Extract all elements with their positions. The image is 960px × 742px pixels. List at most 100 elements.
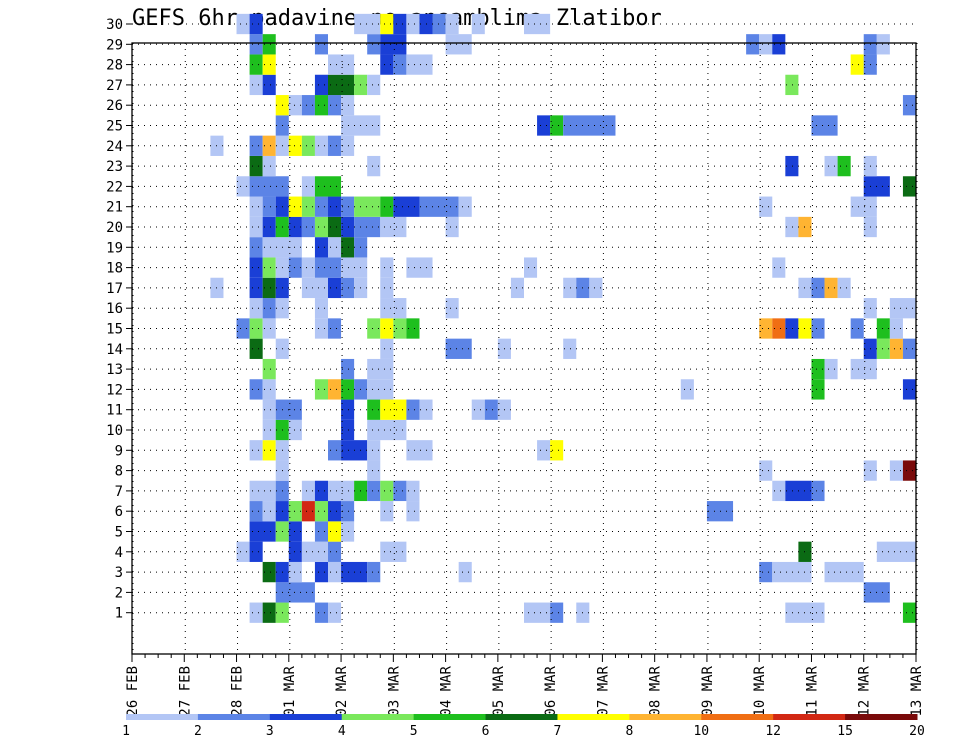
heatmap-cell xyxy=(367,419,407,441)
heatmap-cell xyxy=(432,13,446,35)
heatmap-cell xyxy=(354,216,381,238)
y-tick-label: 14 xyxy=(106,342,123,358)
heatmap-cell xyxy=(484,399,498,420)
heatmap-cell xyxy=(288,95,302,116)
heatmap-cell xyxy=(341,216,355,238)
heatmap-cell xyxy=(249,54,263,75)
heatmap-cell xyxy=(785,155,799,177)
heatmap-cell xyxy=(328,237,342,258)
x-tick-label: 09 MAR xyxy=(700,665,716,716)
heatmap-cell xyxy=(550,602,564,623)
heatmap-cell xyxy=(314,318,328,339)
heatmap-cell xyxy=(393,196,420,217)
colorbar-label: 6 xyxy=(482,724,490,739)
heatmap-cell xyxy=(301,480,315,502)
heatmap-cell xyxy=(262,54,276,75)
heatmap-cell xyxy=(550,115,564,136)
heatmap-cell xyxy=(876,318,890,339)
heatmap-cell xyxy=(341,358,355,380)
x-tick-label: 12 MAR xyxy=(857,665,873,716)
heatmap-cell xyxy=(824,561,864,583)
heatmap-cell xyxy=(537,440,551,461)
colorbar-swatch xyxy=(773,714,846,720)
colorbar-swatch xyxy=(269,714,343,720)
heatmap-cell xyxy=(811,358,825,380)
x-tick-label: 02 MAR xyxy=(334,665,350,716)
heatmap-cell xyxy=(876,34,890,55)
heatmap-cell xyxy=(262,135,276,156)
heatmap-cell xyxy=(262,501,276,522)
colorbar-label: 4 xyxy=(338,724,346,739)
y-tick-label: 19 xyxy=(106,240,123,256)
x-tick-label: 13 MAR xyxy=(909,665,925,716)
y-tick-label: 9 xyxy=(115,443,123,459)
heatmap-cell xyxy=(524,602,551,623)
colorbar-label: 10 xyxy=(693,724,709,739)
heatmap-cell xyxy=(249,440,263,461)
heatmap-cell xyxy=(328,379,342,400)
heatmap-cell xyxy=(328,480,355,502)
heatmap-cell xyxy=(249,298,263,319)
y-tick-label: 8 xyxy=(115,464,123,480)
heatmap-cell xyxy=(262,399,276,420)
heatmap-cell xyxy=(249,521,276,542)
heatmap-cell xyxy=(406,440,433,461)
heatmap-cell xyxy=(301,176,315,197)
heatmap-cell xyxy=(249,318,263,339)
heatmap-cell xyxy=(811,379,825,400)
heatmap-cell xyxy=(262,155,276,177)
x-tick-label: 26 FEB xyxy=(125,666,141,717)
heatmap-cell xyxy=(811,318,825,339)
heatmap-cell xyxy=(393,298,407,319)
colorbar-label: 15 xyxy=(837,724,853,739)
heatmap-cell xyxy=(314,237,328,258)
heatmap-cell xyxy=(262,277,276,299)
heatmap-cell xyxy=(341,95,355,116)
heatmap-cell xyxy=(380,257,394,278)
heatmap-cell xyxy=(380,501,394,522)
heatmap-cell xyxy=(393,318,407,339)
heatmap-cell xyxy=(706,501,734,522)
heatmap-cell xyxy=(288,501,302,522)
x-tick-label: 03 MAR xyxy=(386,665,402,716)
heatmap-cell xyxy=(380,541,407,562)
heatmap-cell xyxy=(249,257,263,278)
y-tick-label: 27 xyxy=(106,78,123,94)
heatmap-cell xyxy=(902,460,916,481)
colorbar-swatch xyxy=(197,714,271,720)
heatmap-cell xyxy=(314,521,328,542)
heatmap-cell xyxy=(902,602,916,623)
heatmap-cell xyxy=(262,196,276,217)
heatmap-cell xyxy=(288,216,302,238)
heatmap-cell xyxy=(889,298,916,319)
heatmap-cell xyxy=(367,74,381,96)
heatmap-cell xyxy=(262,318,276,339)
heatmap-cell xyxy=(850,196,877,217)
heatmap-cell xyxy=(249,34,263,55)
heatmap-cell xyxy=(406,480,420,502)
heatmap-cell xyxy=(445,13,459,35)
heatmap-cell xyxy=(510,277,524,299)
heatmap-cell xyxy=(367,34,381,55)
colorbar-swatch xyxy=(701,714,774,720)
y-tick-label: 23 xyxy=(106,159,123,175)
heatmap-cell xyxy=(406,257,433,278)
heatmap-cell xyxy=(314,257,342,278)
heatmap-cell xyxy=(380,216,407,238)
heatmap-cell xyxy=(262,257,276,278)
heatmap-cell xyxy=(328,318,342,339)
colorbar-label: 20 xyxy=(909,724,925,739)
heatmap-cell xyxy=(328,216,342,238)
heatmap-cell xyxy=(249,196,263,217)
colorbar-swatch xyxy=(845,714,918,720)
heatmap-cell xyxy=(811,277,825,299)
heatmap-cell xyxy=(876,541,916,562)
heatmap-cell xyxy=(445,216,459,238)
heatmap-cell xyxy=(380,54,394,75)
heatmap-cell xyxy=(406,501,420,522)
heatmap-cell xyxy=(301,135,315,156)
heatmap-cell xyxy=(262,419,276,441)
heatmap-cell xyxy=(314,74,328,96)
heatmap-cell xyxy=(262,34,276,55)
heatmap-cell xyxy=(772,34,786,55)
